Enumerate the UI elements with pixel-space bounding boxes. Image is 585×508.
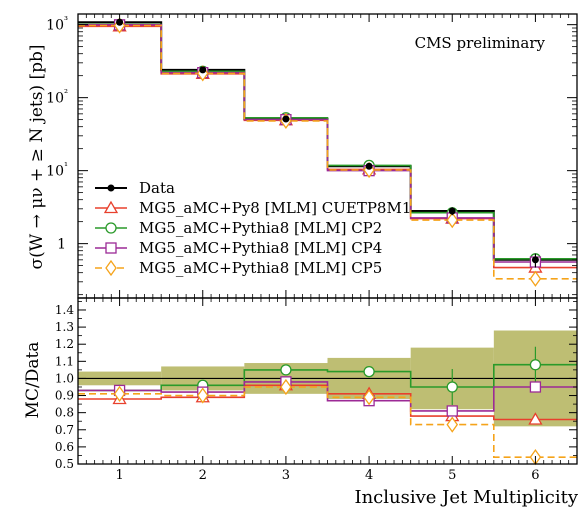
- ratio-y-tick-label: 1.4: [55, 303, 74, 317]
- y-tick-label: 1: [57, 237, 66, 253]
- legend-series-label: MG5_aMC+Pythia8 [MLM] CP5: [139, 259, 382, 277]
- ratio-series-1-point: [528, 412, 543, 425]
- ratio-series-line-2: [78, 363, 577, 392]
- ratio-series-2-point: [280, 364, 292, 376]
- x-tick-label: 5: [448, 468, 456, 483]
- legend-series-marker: [105, 259, 117, 277]
- ratio-series-2-point: [529, 359, 542, 371]
- legend-series-label: MG5_aMC+Py8 [MLM] CUETP8M1: [139, 199, 411, 217]
- x-axis-label: Inclusive Jet Multiplicity: [354, 487, 578, 508]
- data-point: [448, 207, 456, 215]
- data-point: [365, 162, 373, 170]
- main-series-4-point: [529, 270, 542, 287]
- ratio-series-4-point: [363, 389, 375, 406]
- data-point: [531, 256, 539, 264]
- y-tick-label: 10³: [46, 16, 68, 34]
- y-axis-label-main: σ(W → μν + ≥ N jets) [pb]: [27, 44, 47, 269]
- ratio-y-tick-label: 0.8: [55, 406, 74, 420]
- ratio-y-tick-label: 1.2: [55, 337, 74, 351]
- ratio-series-4-point: [113, 385, 126, 402]
- ratio-y-tick-label: 1.1: [55, 354, 74, 368]
- ratio-series-line-4: [78, 386, 577, 458]
- x-tick-label: 2: [199, 468, 207, 483]
- legend-series-marker: [105, 222, 117, 234]
- main-series-4-point: [446, 212, 459, 229]
- annotation-label: CMS preliminary: [415, 34, 546, 52]
- ratio-series-3-point: [446, 405, 458, 417]
- ratio-series-4-point: [446, 416, 459, 433]
- ratio-y-tick-label: 0.6: [55, 440, 74, 454]
- legend-series-label: MG5_aMC+Pythia8 [MLM] CP2: [139, 219, 382, 237]
- main-series-line-4: [78, 24, 577, 280]
- legend-data-marker: [107, 184, 115, 192]
- x-tick-label: 3: [282, 468, 290, 483]
- ratio-y-tick-label: 1.3: [55, 320, 74, 334]
- data-point: [116, 18, 124, 26]
- ratio-y-tick-label: 1.0: [55, 371, 74, 385]
- ratio-y-tick-label: 0.7: [55, 423, 74, 437]
- ratio-series-2-point: [446, 381, 458, 393]
- legend: Data MG5_aMC+Py8 [MLM] CUETP8M1 MG5_aMC+Py…: [95, 179, 411, 277]
- data-point: [282, 115, 290, 123]
- x-tick-label: 4: [365, 468, 373, 483]
- y-tick-label: 10²: [46, 89, 68, 107]
- plot-marks: [78, 17, 577, 466]
- ratio-series-4-point: [280, 378, 292, 396]
- ratio-y-tick-label: 0.5: [55, 457, 74, 471]
- legend-data-label: Data: [139, 179, 175, 197]
- y-tick-label: 10¹: [46, 162, 68, 180]
- legend-series-label: MG5_aMC+Pythia8 [MLM] CP4: [139, 239, 382, 257]
- axes: 1 2 3 4 5 6 10³ 10² 10¹ 1 1.4 1.3 1.2 1.1 1.0 0.9 0.8 0.7…: [46, 13, 578, 483]
- ratio-series-4-point: [196, 387, 209, 404]
- ratio-y-tick-label: 0.9: [55, 389, 74, 403]
- ratio-series-2-point: [363, 365, 375, 378]
- ratio-series-3-point: [529, 381, 542, 393]
- data-point: [199, 66, 207, 74]
- x-tick-label: 6: [531, 468, 539, 483]
- x-tick-label: 1: [115, 468, 123, 483]
- legend-series-marker: [105, 242, 117, 254]
- legend-series-marker: [103, 200, 119, 214]
- y-axis-label-ratio: MC/Data: [23, 342, 43, 419]
